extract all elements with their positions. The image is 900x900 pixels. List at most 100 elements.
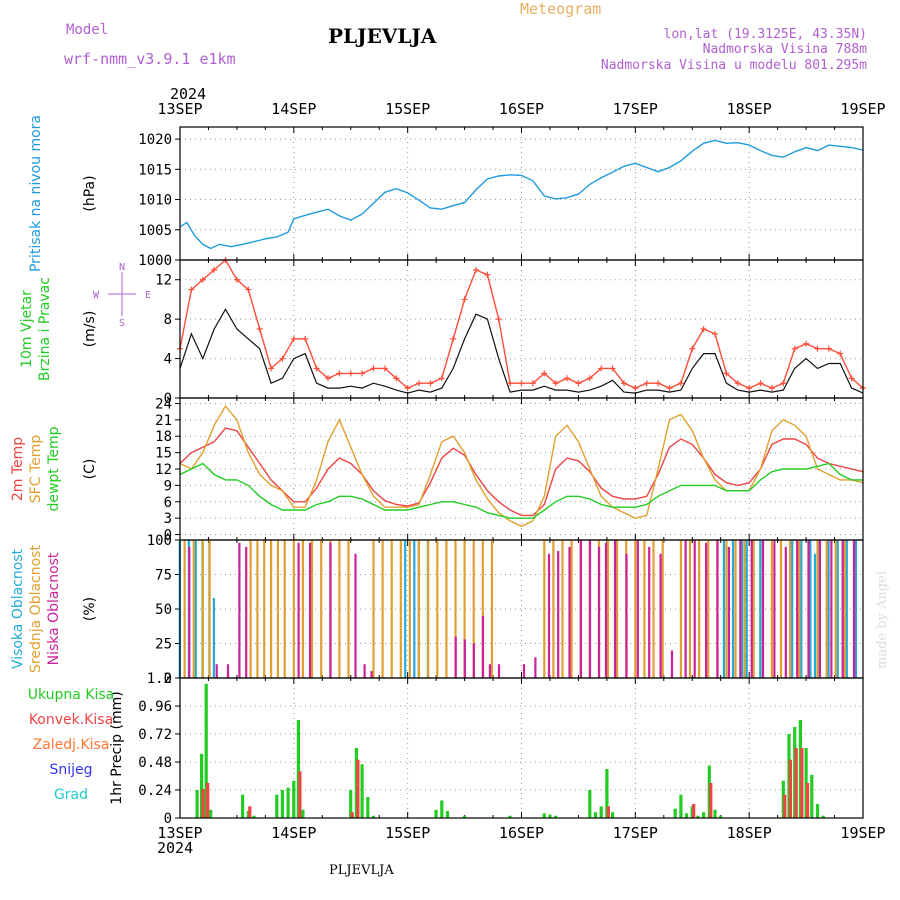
bar-ukupna-kisa xyxy=(204,683,208,818)
bar-visoka-oblacnost xyxy=(845,540,848,678)
bar-srednja-oblacnost xyxy=(399,540,402,678)
bar-niska-oblacnost xyxy=(454,636,457,678)
model-name: wrf-nmm_v3.9.1 e1km xyxy=(64,50,236,68)
y-tick-label: 0 xyxy=(164,671,172,687)
bar-srednja-oblacnost xyxy=(347,540,350,678)
gust-point xyxy=(427,380,434,387)
side-label: SFC Temp xyxy=(28,435,44,504)
y-axis-label: (%) xyxy=(82,597,98,621)
precip-legend-item: Zaledj.Kisa xyxy=(33,737,110,753)
compass-e: E xyxy=(145,290,151,301)
y-tick-label: 6 xyxy=(164,495,172,511)
bar-niska-oblacnost xyxy=(684,540,687,678)
top-x-label: 19SEP xyxy=(840,100,885,118)
side-label: Niska Oblacnost xyxy=(46,552,62,665)
bar-srednja-oblacnost xyxy=(192,540,195,678)
gust-point xyxy=(598,365,605,372)
bar-visoka-oblacnost xyxy=(404,540,407,678)
bar-srednja-oblacnost xyxy=(270,540,273,678)
bar-visoka-oblacnost xyxy=(212,598,215,678)
y-tick-label: 4 xyxy=(164,352,172,368)
gust-point xyxy=(586,375,593,382)
bar-srednja-oblacnost xyxy=(606,540,610,678)
compass-w: W xyxy=(93,290,100,301)
y-axis-label: 1hr Precip (mm) xyxy=(109,691,125,804)
y-tick-label: 0 xyxy=(164,391,172,407)
side-label: 2m Temp xyxy=(10,437,26,501)
y-tick-label: 1005 xyxy=(138,223,172,239)
y-tick-label: 1.2 xyxy=(147,671,172,687)
bar-ukupna-kisa xyxy=(599,806,603,818)
bar-srednja-oblacnost xyxy=(779,540,783,678)
gust-point xyxy=(290,335,297,342)
bar-ukupna-kisa xyxy=(696,815,700,818)
bar-konvek-kisa xyxy=(201,788,205,818)
bar-niska-oblacnost xyxy=(830,540,833,678)
precip-legend-item: Snijeg xyxy=(49,762,92,778)
bar-ukupna-kisa xyxy=(810,774,814,818)
precip-legend-item: Konvek.Kisa xyxy=(29,712,113,728)
gust-point xyxy=(438,375,445,382)
panel-pressure: 1000 1005 1010 1015 1020 (hPa) Pritisak na niv… xyxy=(28,115,864,272)
bar-srednja-oblacnost xyxy=(301,540,304,678)
bar-srednja-oblacnost xyxy=(208,540,211,678)
bar-ukupna-kisa xyxy=(821,815,825,818)
bar-niska-oblacnost xyxy=(472,643,475,678)
bar-konvek-kisa xyxy=(806,783,810,818)
bar-ukupna-kisa xyxy=(605,769,609,818)
bar-visoka-oblacnost xyxy=(854,540,857,678)
bar-srednja-oblacnost xyxy=(372,540,375,678)
gust-point xyxy=(472,266,479,273)
bar-ukupna-kisa xyxy=(275,794,279,818)
bar-srednja-oblacnost xyxy=(834,540,837,678)
bar-visoka-oblacnost xyxy=(809,540,812,678)
gust-point xyxy=(461,296,468,303)
bar-niska-oblacnost xyxy=(739,540,742,678)
bar-ukupna-kisa xyxy=(195,790,199,818)
gust-point xyxy=(279,355,286,362)
bar-ukupna-kisa xyxy=(280,790,284,818)
bar-srednja-oblacnost xyxy=(481,540,484,678)
bar-konvek-kisa xyxy=(709,783,713,818)
side-label: 10m Vjetar xyxy=(19,290,35,368)
top-x-label: 15SEP xyxy=(385,100,430,118)
top-x-label: 16SEP xyxy=(499,100,544,118)
gust-point xyxy=(381,365,388,372)
top-x-label: 13SEP xyxy=(157,100,202,118)
gust-point xyxy=(245,286,252,293)
bar-srednja-oblacnost xyxy=(417,540,421,678)
model-label: Model xyxy=(66,22,108,38)
bar-srednja-oblacnost xyxy=(445,540,448,678)
y-tick-label: 1020 xyxy=(138,132,172,148)
bar-niska-oblacnost xyxy=(370,671,373,678)
bar-srednja-oblacnost xyxy=(679,540,682,678)
bar-ukupna-kisa xyxy=(286,787,290,818)
gust-point xyxy=(529,380,536,387)
side-label: Visoka Oblacnost xyxy=(10,548,26,669)
y-tick-label: 18 xyxy=(155,429,172,445)
top-x-axis-labels: 13SEP 14SEP 15SEP 16SEP 17SEP 18SEP 19SEP xyxy=(157,100,885,118)
bar-visoka-oblacnost xyxy=(836,540,839,678)
panel-precip: 0 0.24 0.48 0.72 0.96 1.2 1hr Precip (mm)Ukupn… xyxy=(28,671,864,827)
bar-srednja-oblacnost xyxy=(276,540,279,678)
bar-visoka-oblacnost xyxy=(745,540,748,678)
bar-srednja-oblacnost xyxy=(454,540,457,678)
bar-niska-oblacnost xyxy=(604,542,608,678)
bar-konvek-kisa xyxy=(794,748,798,818)
bar-srednja-oblacnost xyxy=(652,540,655,678)
bar-srednja-oblacnost xyxy=(463,540,466,678)
y-tick-label: 0.24 xyxy=(138,783,172,799)
compass-s: S xyxy=(119,318,125,329)
y-tick-label: 75 xyxy=(155,568,172,584)
bar-niska-oblacnost xyxy=(547,553,551,678)
bar-ukupna-kisa xyxy=(673,808,677,818)
gust-point xyxy=(643,380,650,387)
bar-srednja-oblacnost xyxy=(263,540,266,678)
bar-ukupna-kisa xyxy=(292,780,296,818)
bar-niska-oblacnost xyxy=(705,542,708,678)
bar-srednja-oblacnost xyxy=(552,540,555,678)
bar-niska-oblacnost xyxy=(215,664,218,678)
